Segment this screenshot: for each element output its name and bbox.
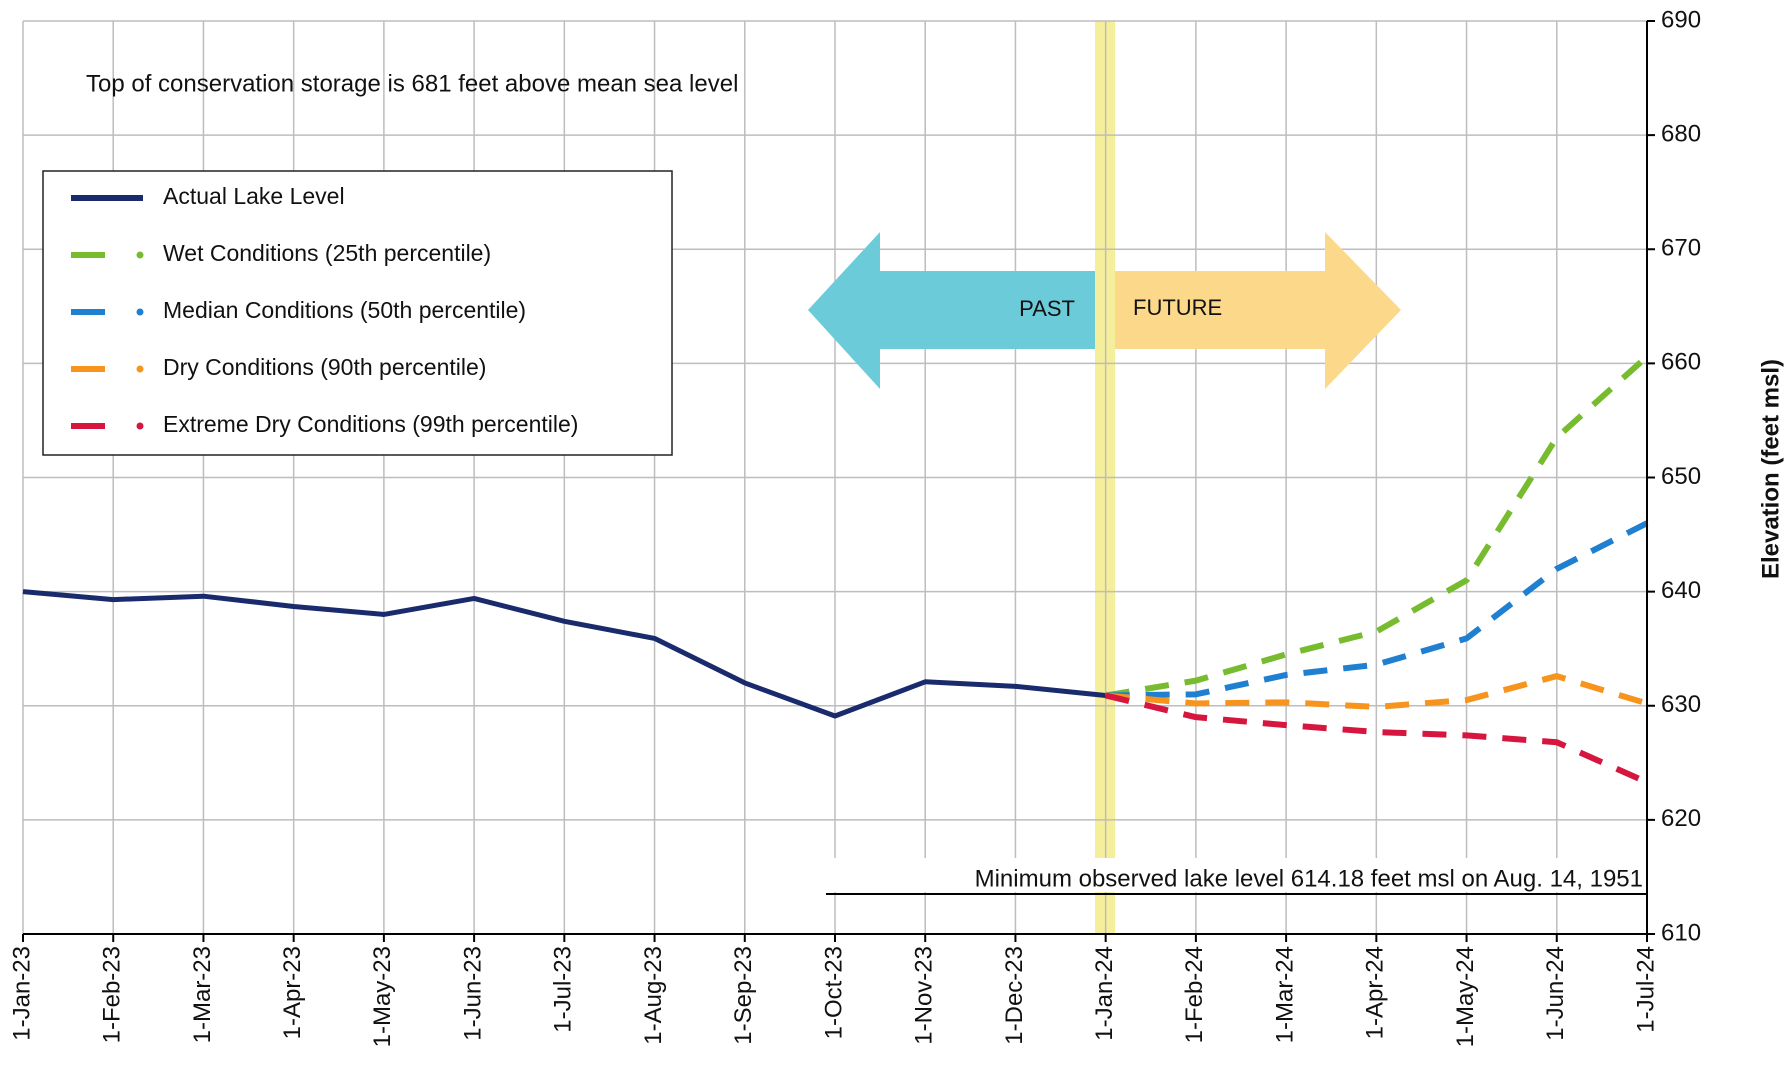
- x-tick-label: 1-Sep-23: [730, 946, 757, 1045]
- series-line: [1105, 520, 1649, 699]
- legend-swatch-dot: [136, 422, 144, 430]
- legend-swatch-dot: [136, 251, 144, 259]
- min-note-bg: [828, 858, 1643, 892]
- future-arrow: [1115, 232, 1401, 389]
- x-tick-label: 1-Dec-23: [1001, 946, 1028, 1045]
- legend-label: Wet Conditions (25th percentile): [163, 240, 491, 266]
- legend-label: Extreme Dry Conditions (99th percentile): [163, 411, 578, 437]
- x-tick-label: 1-Jun-24: [1542, 946, 1569, 1041]
- y-tick-label: 660: [1661, 349, 1701, 376]
- x-tick-label: 1-Aug-23: [640, 946, 667, 1045]
- x-tick-label: 1-Jun-23: [459, 946, 486, 1041]
- x-tick-label: 1-Mar-23: [189, 946, 216, 1043]
- x-tick-label: 1-Mar-24: [1271, 946, 1298, 1043]
- series-line: [1104, 692, 1649, 785]
- series-line: [1105, 673, 1648, 710]
- series-line: [22, 589, 1106, 719]
- y-tick-label: 620: [1661, 805, 1701, 832]
- x-tick-label: 1-May-23: [369, 946, 396, 1047]
- legend-label: Median Conditions (50th percentile): [163, 297, 526, 323]
- y-tick-label: 690: [1661, 6, 1701, 33]
- legend-swatch-dot: [136, 308, 144, 316]
- legend-swatch-dot: [136, 365, 144, 373]
- x-tick-label: 1-Feb-23: [99, 946, 126, 1043]
- past-label: PAST: [1019, 296, 1075, 321]
- x-tick-label: 1-Jul-23: [550, 946, 577, 1033]
- future-label: FUTURE: [1133, 295, 1222, 320]
- past-arrow: [808, 232, 1095, 389]
- x-tick-label: 1-Apr-23: [279, 946, 306, 1039]
- x-tick-label: 1-Oct-23: [820, 946, 847, 1039]
- y-tick-label: 640: [1661, 577, 1701, 604]
- x-tick-label: 1-Apr-24: [1362, 946, 1389, 1039]
- storage-note: Top of conservation storage is 681 feet …: [86, 70, 738, 97]
- legend-label: Dry Conditions (90th percentile): [163, 354, 486, 380]
- grid: [22, 20, 1648, 935]
- series-line: [1105, 354, 1650, 699]
- y-tick-label: 630: [1661, 691, 1701, 718]
- y-axis-label: Elevation (feet msl): [1757, 359, 1784, 579]
- y-tick-label: 650: [1661, 463, 1701, 490]
- x-tick-label: 1-May-24: [1452, 946, 1479, 1047]
- series-group: [22, 354, 1650, 785]
- x-tick-label: 1-Nov-23: [911, 946, 938, 1045]
- x-tick-label: 1-Jan-24: [1091, 946, 1118, 1041]
- y-tick-label: 680: [1661, 120, 1701, 147]
- x-tick-label: 1-Jul-24: [1632, 946, 1659, 1033]
- legend-label: Actual Lake Level: [163, 183, 345, 209]
- x-tick-label: 1-Feb-24: [1181, 946, 1208, 1043]
- y-tick-label: 610: [1661, 919, 1701, 946]
- legend-entries: Actual Lake Level Wet Conditions (25th pe…: [71, 183, 578, 437]
- y-tick-label: 670: [1661, 235, 1701, 262]
- min-note: Minimum observed lake level 614.18 feet …: [975, 865, 1643, 892]
- x-tick-label: 1-Jan-23: [8, 946, 35, 1041]
- legend: [42, 170, 673, 456]
